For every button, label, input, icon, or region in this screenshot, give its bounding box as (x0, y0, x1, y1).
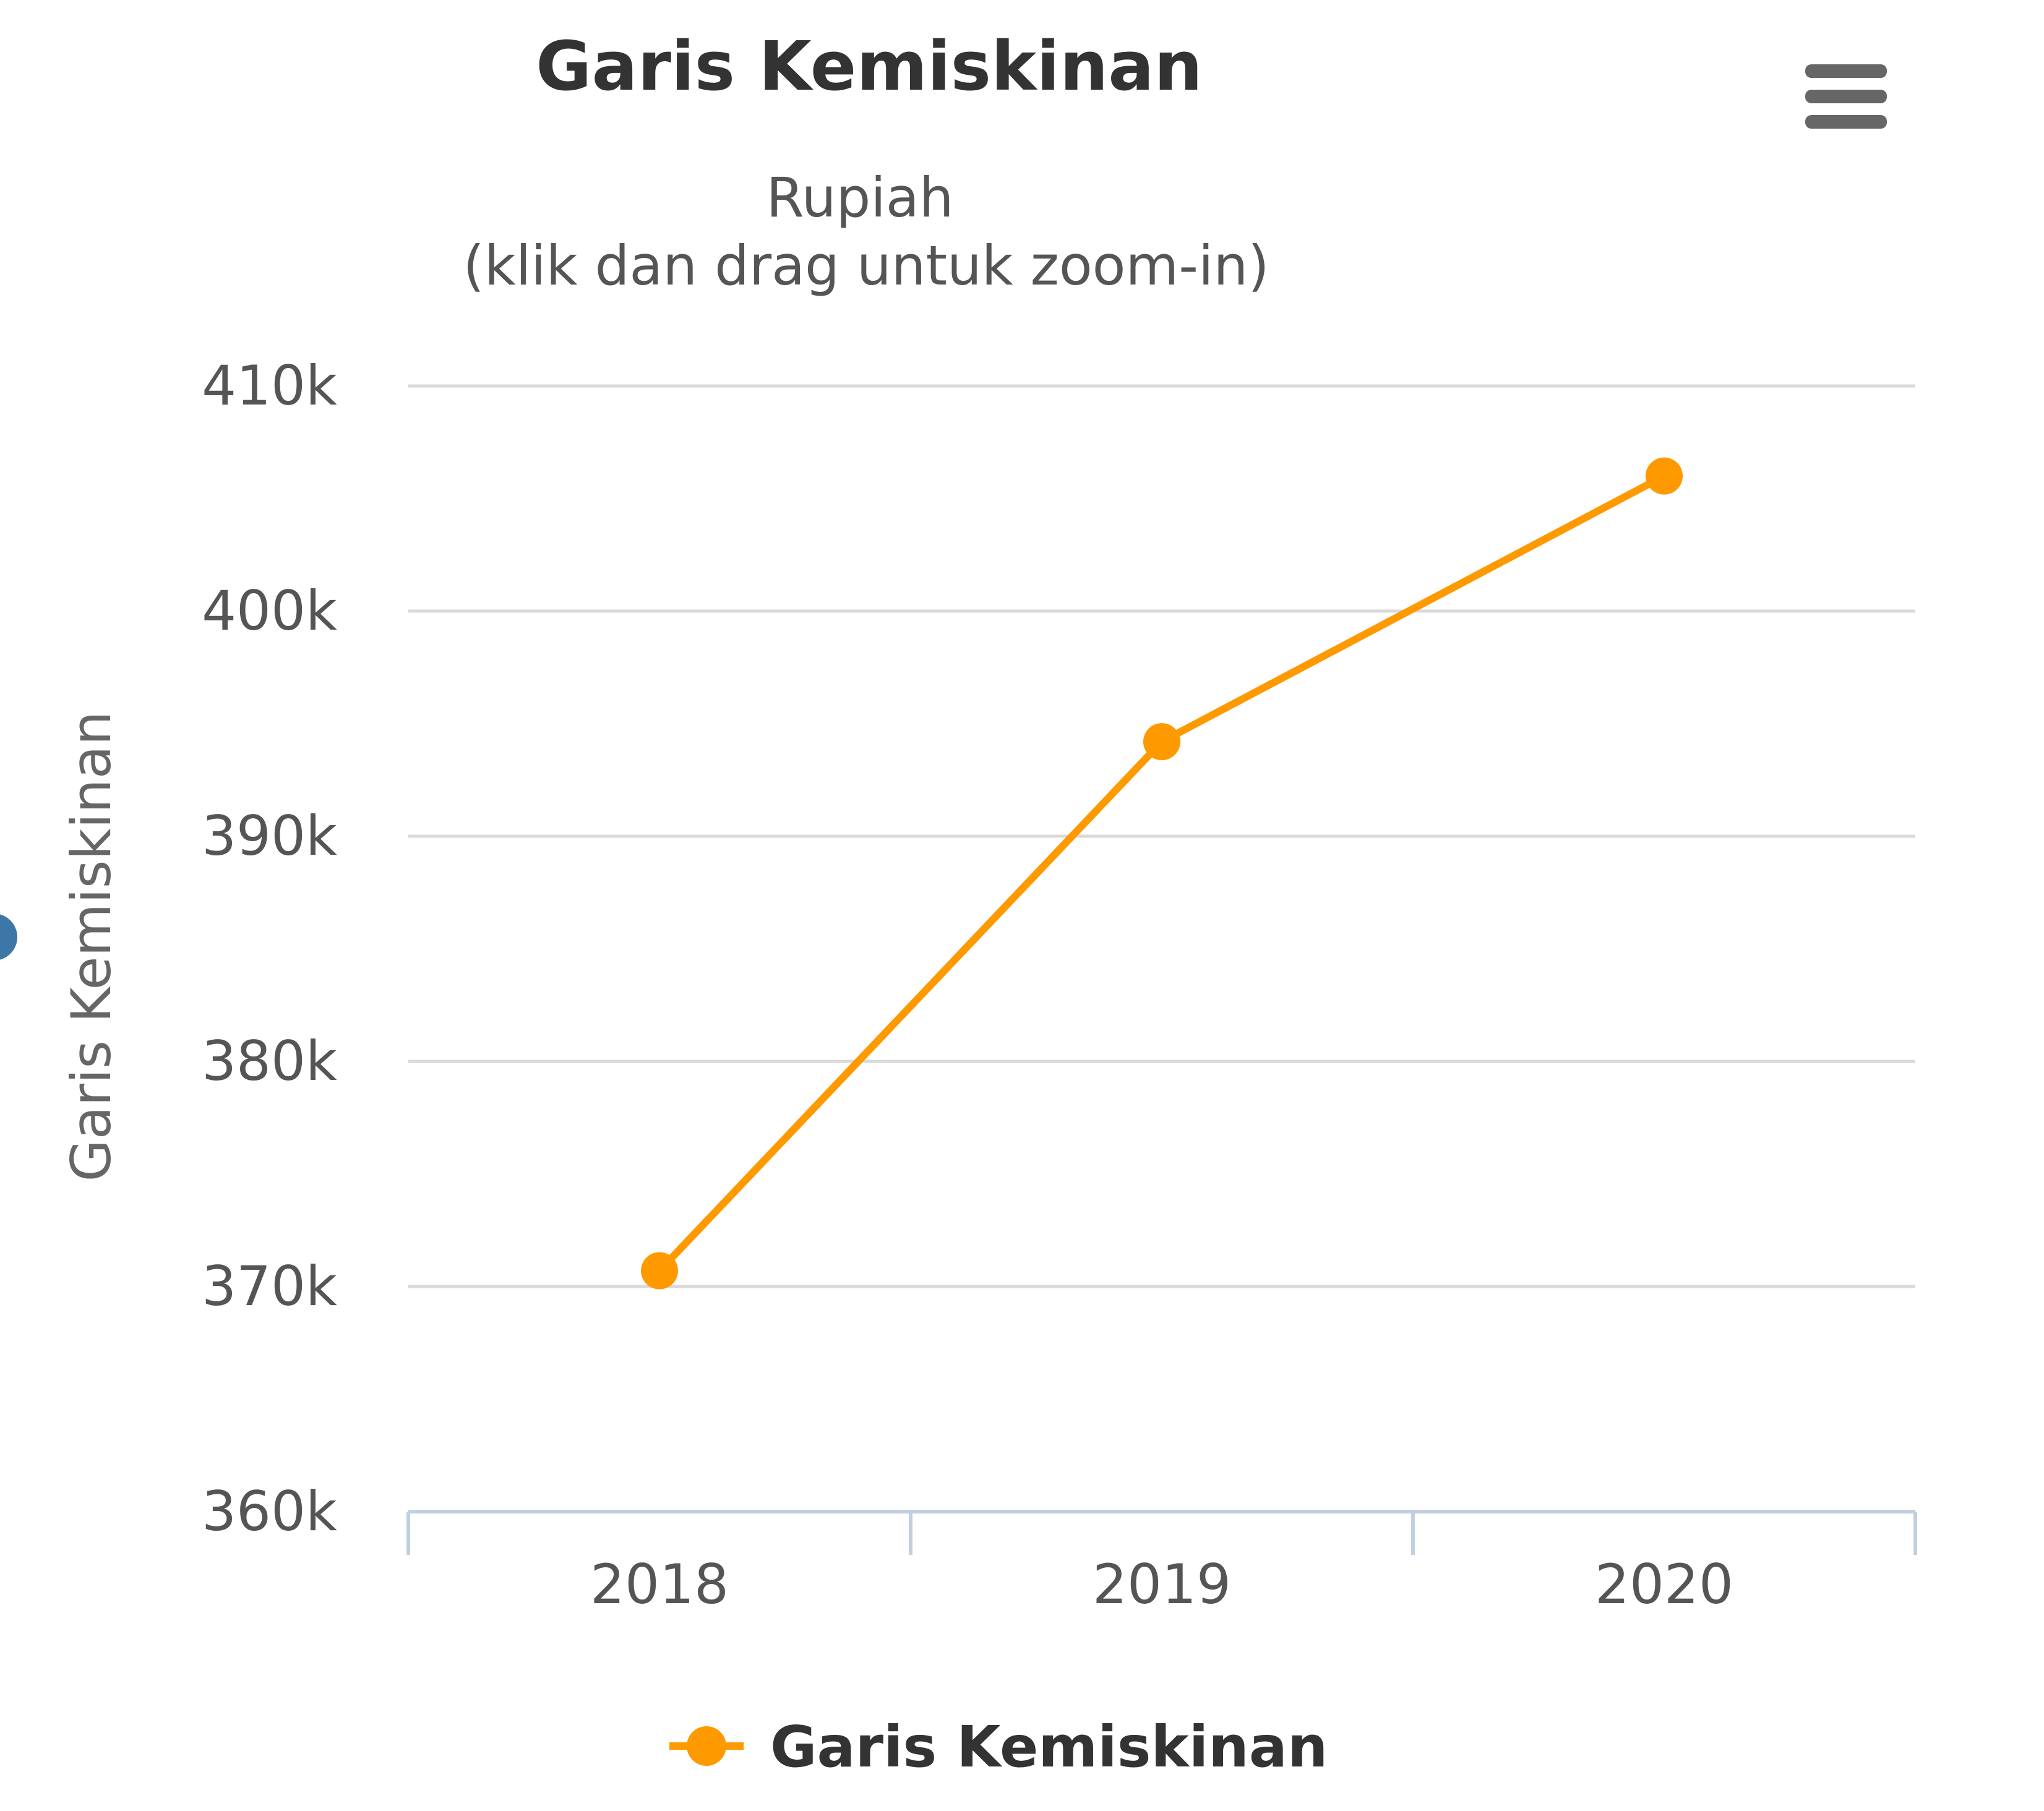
x-tick-label: 2020 (1595, 1552, 1733, 1616)
y-tick-label: 360k (202, 1479, 337, 1543)
y-tick-label: 380k (202, 1029, 337, 1093)
y-tick-label: 370k (202, 1254, 337, 1318)
x-tick-label: 2019 (1093, 1552, 1231, 1616)
chart-title: Garis Kemiskinan (536, 27, 1203, 106)
y-tick-label: 400k (202, 579, 337, 643)
y-axis-label: Garis Kemiskinan (59, 711, 123, 1182)
y-tick-label: 390k (202, 804, 337, 868)
series-garis-kemiskinan[interactable] (641, 457, 1683, 1290)
chart-subtitle-line-1: Rupiah (766, 166, 954, 229)
legend-marker-icon (687, 1726, 726, 1766)
y-tick-labels: 360k 370k 380k 390k 400k 410k (202, 354, 337, 1543)
legend-label: Garis Kemiskinan (770, 1714, 1328, 1780)
data-point[interactable] (641, 1252, 678, 1290)
x-tick-label: 2018 (590, 1552, 729, 1616)
chart-subtitle-line-2: (klik dan drag untuk zoom-in) (463, 234, 1269, 298)
series-line[interactable] (656, 472, 1668, 1275)
data-point[interactable] (1646, 457, 1683, 495)
hamburger-menu-icon[interactable] (1805, 64, 1887, 129)
grid-lines (408, 384, 1915, 1288)
y-tick-label: 410k (202, 354, 337, 417)
legend[interactable]: Garis Kemiskinan (669, 1714, 1328, 1780)
x-axis (406, 1510, 1917, 1555)
left-edge-marker (0, 914, 17, 960)
data-point[interactable] (1143, 723, 1180, 761)
x-tick-labels: 2018 2019 2020 (590, 1552, 1733, 1616)
